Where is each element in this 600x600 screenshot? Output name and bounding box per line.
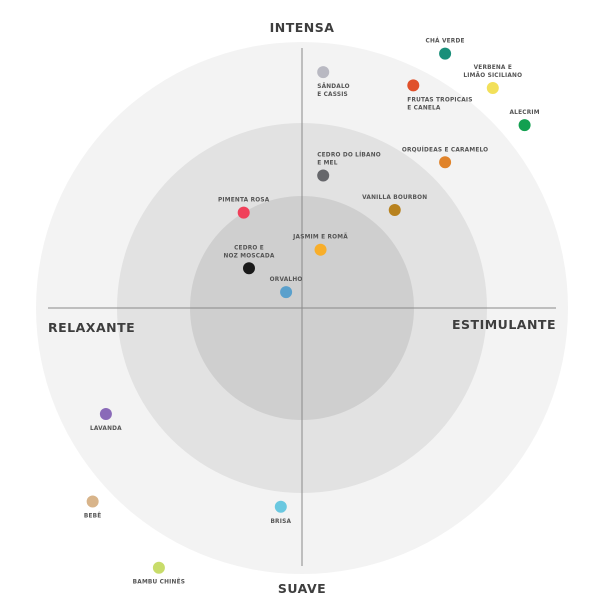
axis-label-right: ESTIMULANTE: [452, 317, 556, 332]
point-marker: [407, 79, 420, 92]
data-point: FRUTAS TROPICAIS E CANELA: [407, 79, 472, 111]
data-point: PIMENTA ROSA: [218, 198, 270, 219]
data-point: CEDRO DO LÍBANO E MEL: [317, 151, 381, 182]
data-point: VANILLA BOURBON: [362, 195, 427, 216]
point-marker: [86, 495, 99, 508]
data-point: SÂNDALO E CASSIS: [317, 66, 350, 98]
point-marker: [314, 243, 327, 256]
point-label: JASMIM E ROMÃ: [292, 234, 348, 241]
point-label: CHÁ VERDE: [426, 38, 465, 45]
point-marker: [518, 119, 531, 132]
axis-label-top: INTENSA: [270, 20, 335, 35]
point-label: CEDRO DO LÍBANO: [317, 151, 381, 159]
point-label: SÂNDALO: [317, 83, 350, 90]
point-label: E MEL: [317, 161, 338, 167]
point-marker: [152, 561, 165, 574]
point-label: VANILLA BOURBON: [362, 195, 427, 201]
point-label: E CASSIS: [317, 92, 348, 98]
data-point: ORVALHO: [270, 277, 303, 299]
point-label: E CANELA: [407, 105, 441, 111]
point-label: ALECRIM: [510, 110, 540, 116]
data-point: JASMIM E ROMÃ: [292, 234, 348, 256]
point-marker: [486, 82, 499, 95]
point-marker: [388, 203, 401, 216]
point-marker: [439, 47, 452, 60]
point-label: VERBENA E: [474, 65, 512, 71]
point-marker: [280, 286, 293, 299]
point-label: BEBÊ: [84, 511, 102, 519]
point-label: BAMBU CHINÊS: [133, 578, 185, 586]
data-point: BRISA: [270, 500, 291, 525]
point-label: LAVANDA: [90, 426, 122, 432]
data-point: CHÁ VERDE: [426, 38, 465, 60]
point-label: NOZ MOSCADA: [223, 253, 274, 259]
data-point: LAVANDA: [90, 408, 122, 432]
axis-label-left: RELAXANTE: [48, 320, 135, 335]
point-marker: [439, 156, 452, 169]
point-label: PIMENTA ROSA: [218, 198, 270, 204]
point-label: ORQUÍDEAS E CARAMELO: [402, 145, 488, 153]
data-point: BEBÊ: [84, 495, 102, 519]
data-point: CEDRO E NOZ MOSCADA: [223, 245, 275, 275]
point-marker: [317, 169, 330, 182]
point-label: CEDRO E: [234, 245, 264, 251]
point-label: LIMÃO SICILIANO: [463, 72, 522, 79]
point-marker: [243, 262, 255, 275]
data-point: ALECRIM: [510, 110, 540, 132]
point-marker: [274, 500, 287, 513]
data-point: BAMBU CHINÊS: [133, 561, 185, 586]
axis-label-bottom: SUAVE: [278, 581, 326, 596]
point-marker: [317, 66, 330, 79]
point-label: BRISA: [270, 519, 291, 525]
point-marker: [99, 408, 112, 420]
point-label: FRUTAS TROPICAIS: [407, 97, 472, 103]
point-label: ORVALHO: [270, 277, 303, 283]
data-point: ORQUÍDEAS E CARAMELO: [402, 145, 488, 169]
point-marker: [237, 206, 250, 219]
